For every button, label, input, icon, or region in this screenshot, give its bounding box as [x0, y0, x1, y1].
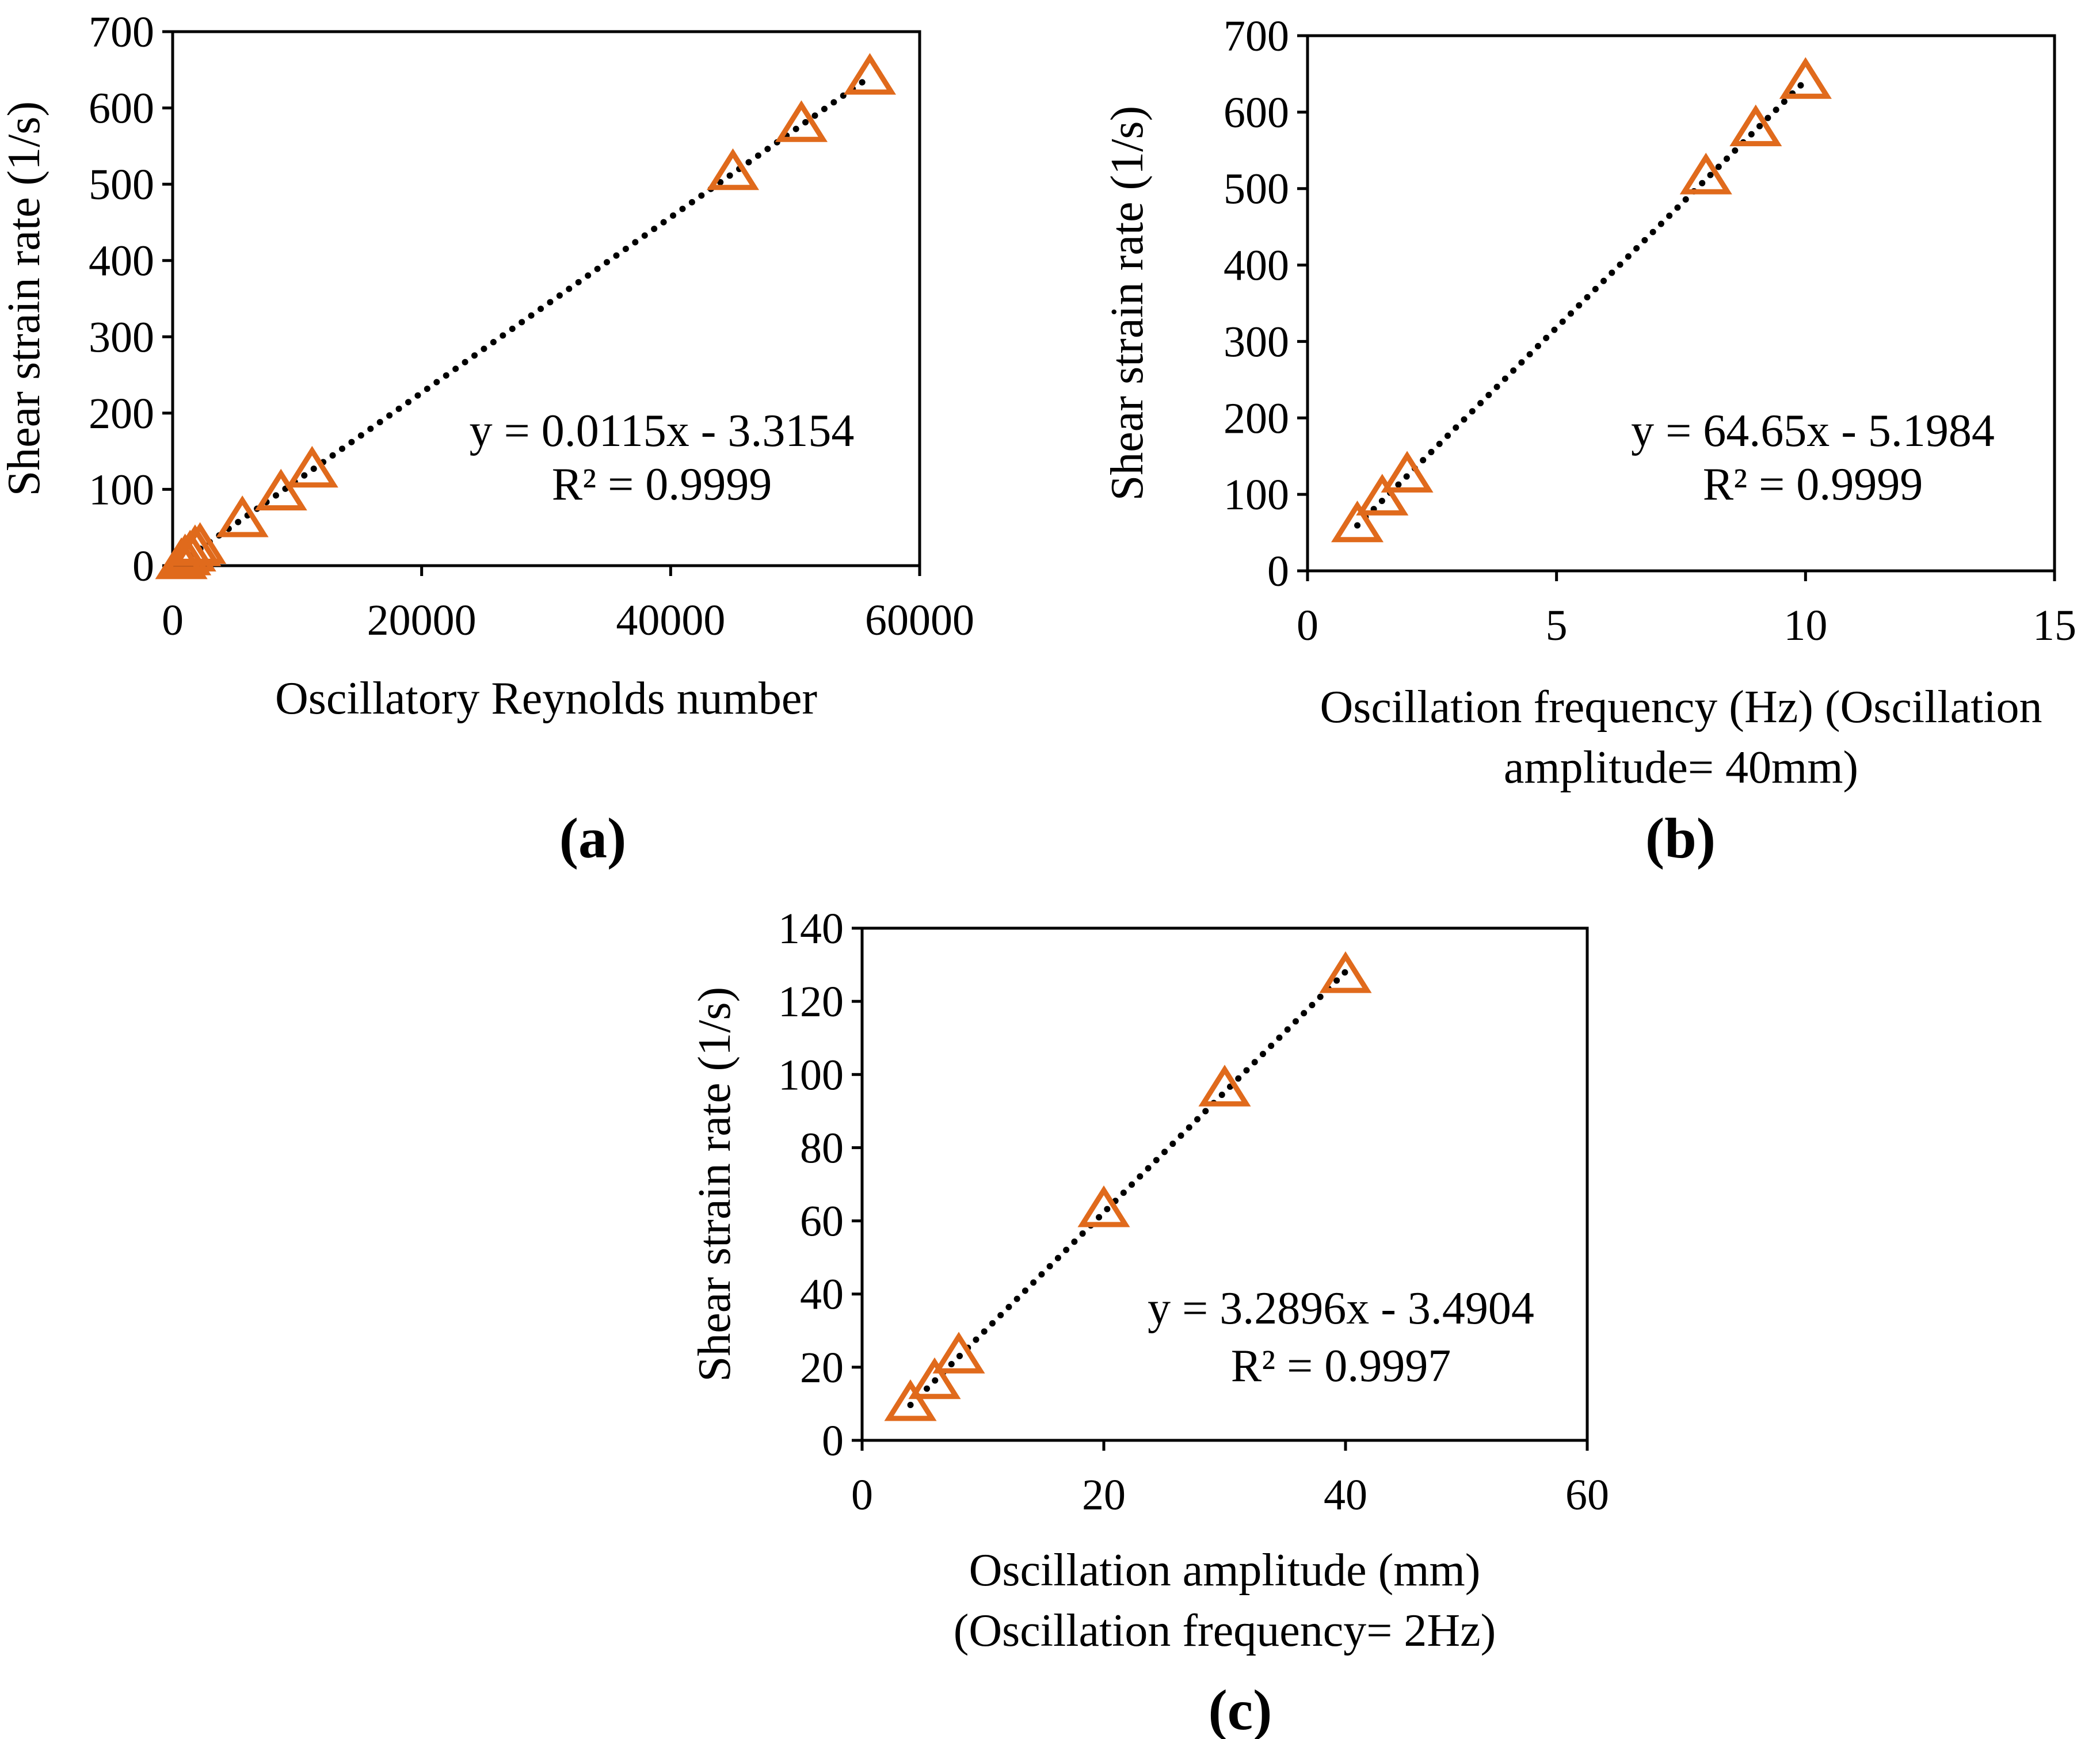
x-axis-label: (Oscillation frequency= 2Hz): [954, 1605, 1496, 1656]
x-tick-label: 5: [1546, 601, 1568, 650]
data-point: [1319, 951, 1372, 993]
chart-a: 0 100 200 300 400 500 600 700 0 20000 40000 60000 Sh…: [0, 8, 974, 870]
y-tick-label: 600: [89, 85, 154, 133]
y-tick-label: 100: [778, 1051, 844, 1099]
data-point: [174, 522, 227, 564]
x-tick-label: 40: [1324, 1471, 1367, 1519]
y-tick-label: 400: [89, 237, 154, 285]
data-point: [908, 1357, 961, 1399]
x-axis-label: amplitude= 40mm): [1504, 742, 1858, 793]
trendline: [178, 74, 873, 566]
x-tick-label: 60000: [865, 596, 974, 645]
y-tick-label: 200: [1224, 394, 1289, 443]
data-point: [932, 1332, 985, 1374]
data-point: [1331, 500, 1384, 543]
y-tick-label: 60: [800, 1198, 844, 1246]
y-tick-label: 0: [822, 1417, 844, 1465]
y-tick-label: 100: [1224, 471, 1289, 519]
chart-c: 0 20 40 60 80 100 120 140 0 20 40 60 Shear strain ra…: [689, 905, 1609, 1739]
y-tick-label: 300: [89, 313, 154, 361]
r-squared: R² = 0.9999: [1703, 459, 1923, 510]
data-point: [1077, 1185, 1130, 1227]
x-axis-label: Oscillation amplitude (mm): [969, 1545, 1481, 1596]
x-tick-label: 0: [162, 596, 184, 645]
x-tick-label: 0: [851, 1471, 873, 1519]
x-tick-label: 10: [1783, 601, 1827, 650]
y-tick-label: 100: [89, 466, 154, 514]
data-point: [843, 53, 897, 95]
x-tick-label: 60: [1565, 1471, 1609, 1519]
y-tick-label: 0: [132, 542, 154, 590]
x-tick-label: 40000: [616, 596, 725, 645]
y-tick-label: 40: [800, 1271, 844, 1319]
y-tick-label: 500: [89, 161, 154, 209]
chart-b: 0 100 200 300 400 500 600 700 0 5 10 15 Shear strain…: [1102, 12, 2076, 870]
plot-frame: [171, 30, 921, 567]
trend-equation: y = 64.65x - 5.1984: [1631, 406, 1995, 456]
y-tick-label: 600: [1224, 89, 1289, 137]
y-tick-label: 300: [1224, 318, 1289, 366]
data-point: [1198, 1065, 1251, 1107]
data-point: [254, 468, 307, 511]
data-point: [285, 445, 338, 488]
trend-equation: y = 3.2896x - 3.4904: [1148, 1283, 1534, 1334]
y-tick-label: 700: [89, 8, 154, 56]
data-point: [884, 1379, 937, 1421]
x-tick-label: 0: [1297, 601, 1318, 650]
y-axis-label: Shear strain rate (1/s): [689, 987, 740, 1382]
data-point: [1729, 104, 1782, 147]
trendline: [907, 968, 1349, 1409]
data-point: [706, 148, 760, 190]
r-squared: R² = 0.9997: [1231, 1341, 1451, 1391]
y-tick-label: 400: [1224, 242, 1289, 290]
y-axis-label: Shear strain rate (1/s): [1102, 106, 1153, 501]
y-tick-label: 20: [800, 1344, 844, 1392]
data-point: [775, 100, 828, 142]
y-tick-label: 120: [778, 978, 844, 1026]
data-point: [216, 495, 269, 537]
y-tick-label: 200: [89, 390, 154, 438]
x-tick-label: 20: [1082, 1471, 1126, 1519]
x-tick-label: 15: [2033, 601, 2076, 650]
x-tick-label: 20000: [367, 596, 477, 645]
data-point: [1779, 57, 1832, 99]
y-tick-label: 0: [1267, 547, 1289, 596]
panel-label: (a): [559, 806, 627, 870]
y-axis-label: Shear strain rate (1/s): [0, 101, 49, 496]
y-tick-label: 140: [778, 905, 844, 953]
y-tick-label: 80: [800, 1124, 844, 1172]
panel-label: (b): [1645, 806, 1716, 870]
x-axis-label: Oscillation frequency (Hz) (Oscillation: [1320, 682, 2042, 733]
y-tick-label: 500: [1224, 165, 1289, 213]
r-squared: R² = 0.9999: [552, 459, 772, 510]
trendline: [1354, 77, 1809, 529]
plot-frame: [860, 926, 1589, 1442]
data-point: [1381, 451, 1434, 493]
plot-frame: [1306, 34, 2056, 573]
data-point: [1356, 474, 1409, 516]
y-tick-label: 700: [1224, 12, 1289, 60]
panel-label: (c): [1209, 1678, 1272, 1739]
x-axis-label: Oscillatory Reynolds number: [275, 673, 817, 724]
trend-equation: y = 0.0115x - 3.3154: [470, 406, 855, 456]
data-point: [1679, 152, 1732, 195]
